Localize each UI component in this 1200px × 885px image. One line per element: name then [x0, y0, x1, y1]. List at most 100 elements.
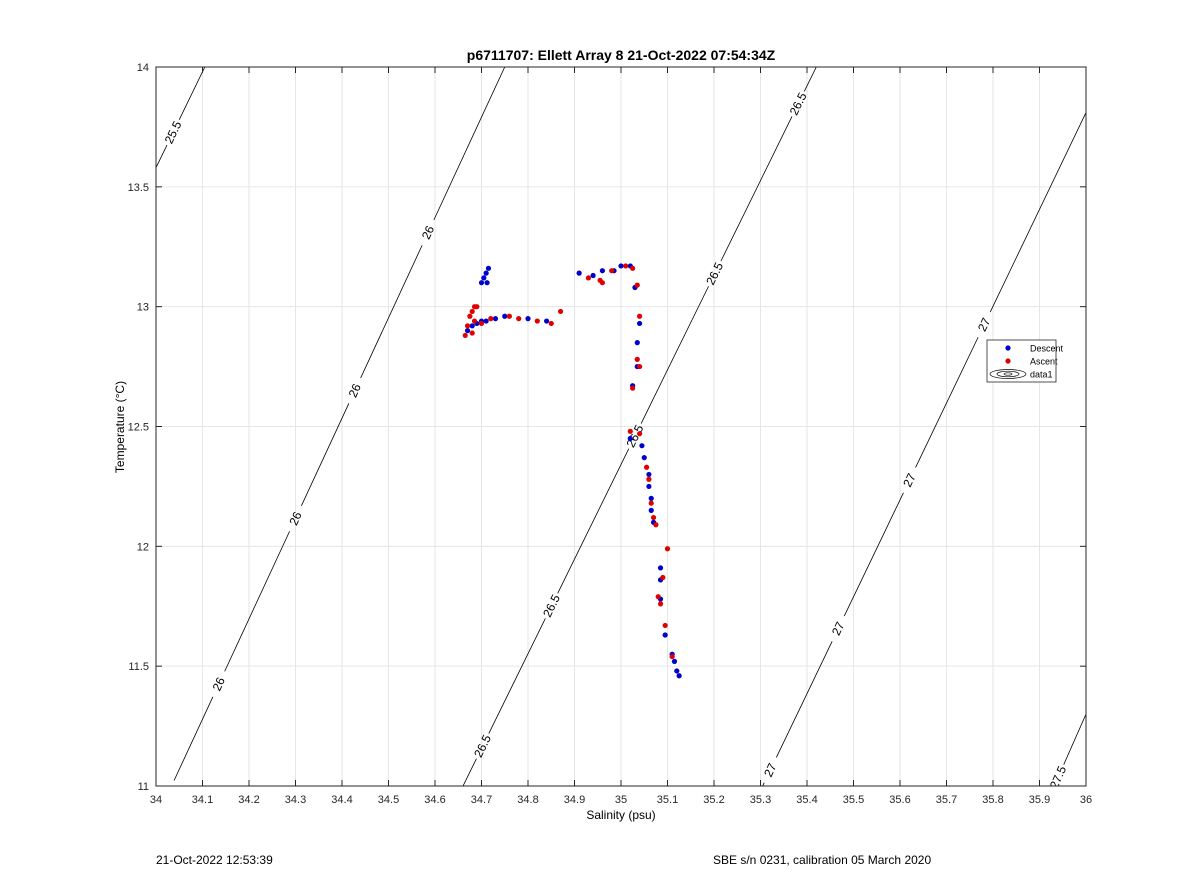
contour-26.5: 26.526.526.526.526.5: [462, 67, 817, 786]
data-point: [585, 275, 592, 281]
legend-contour-icon-core: [1003, 372, 1013, 376]
data-point: [525, 316, 531, 322]
contour-label: 27: [761, 761, 780, 779]
contour-label: 25.5: [162, 119, 185, 146]
data-point: [646, 483, 652, 490]
contour-27: 27 27 27 27: [761, 112, 1086, 786]
y-tick-label: 11.5: [128, 661, 149, 673]
data-point: [469, 323, 475, 329]
contour-segment: [224, 531, 290, 672]
data-point: [664, 546, 671, 552]
x-tick-label: 35.6: [889, 794, 910, 806]
data-point: [599, 268, 606, 274]
data-point: [637, 431, 643, 437]
legend: Descent Ascent data1: [986, 339, 1064, 383]
data-point: [662, 632, 668, 638]
x-tick-label: 36: [1080, 794, 1092, 806]
data-point: [623, 263, 629, 269]
contour-label: 26: [346, 381, 364, 399]
contour-segment: [1063, 713, 1086, 765]
data-point: [534, 318, 540, 324]
y-tick-label: 13: [137, 302, 149, 314]
legend-label: data1: [1030, 370, 1053, 380]
data-point: [609, 268, 615, 274]
data-point: [669, 653, 675, 660]
contour-segment: [915, 337, 979, 468]
contour-label: 26: [286, 509, 304, 527]
data-point: [506, 313, 512, 319]
data-point: [648, 495, 654, 501]
contour-label: 27.5: [1047, 764, 1069, 791]
data-point: [657, 565, 664, 571]
data-point: [655, 594, 661, 600]
x-tick-label: 34.6: [424, 794, 445, 806]
contour-label: 27: [900, 471, 919, 489]
contour-25.5: 25.5: [156, 67, 206, 168]
contour-segment: [557, 448, 630, 594]
contour-label: 26.5: [787, 90, 810, 117]
legend-label: Ascent: [1030, 357, 1058, 367]
contour-segment: [640, 286, 709, 424]
data-point: [662, 622, 668, 629]
contour-segment: [178, 67, 206, 121]
data-point: [469, 330, 475, 336]
contour-label: 26.5: [471, 732, 494, 759]
legend-contour-icon: [989, 369, 1027, 379]
x-tick-label: 35.8: [982, 794, 1003, 806]
data-point: [676, 673, 682, 679]
contour-label: 26.5: [703, 260, 726, 287]
contour-segment: [843, 492, 904, 617]
y-tick-label: 12: [137, 541, 149, 553]
x-tick-label: 34.5: [378, 794, 399, 806]
x-tick-label: 35.9: [1029, 794, 1050, 806]
data-point: [627, 435, 633, 442]
data-point: [650, 514, 657, 521]
data-point: [464, 328, 471, 334]
x-tick-label: 34.4: [331, 794, 352, 806]
contour-segment: [433, 67, 506, 221]
data-point: [671, 658, 678, 664]
data-point: [634, 340, 640, 346]
data-point: [641, 455, 647, 461]
data-point: [657, 601, 664, 607]
series-descent: [464, 263, 682, 679]
data-point: [648, 507, 654, 513]
data-point: [653, 522, 659, 528]
timestamp-footer: 21-Oct-2022 12:53:39: [156, 853, 273, 867]
series-ascent: [462, 263, 675, 660]
x-tick-label: 35.1: [657, 794, 678, 806]
data-point: [646, 471, 652, 478]
x-tick-label: 34.2: [238, 794, 259, 806]
data-point: [483, 318, 489, 324]
data-point: [639, 443, 645, 449]
contour-segment: [803, 67, 817, 92]
legend-marker: [1005, 345, 1011, 351]
y-tick-label: 12.5: [128, 422, 149, 434]
data-point: [516, 316, 522, 322]
x-tick-label: 34.3: [285, 794, 306, 806]
data-point: [464, 323, 471, 329]
data-point: [478, 320, 485, 327]
x-tick-label: 34.8: [517, 794, 538, 806]
x-tick-label: 34: [150, 794, 162, 806]
contour-segment: [156, 144, 168, 168]
data-point: [637, 313, 643, 319]
x-tick-label: 34.7: [471, 794, 492, 806]
data-point: [637, 320, 643, 327]
legend-marker: [1005, 358, 1011, 364]
contour-segment: [488, 618, 546, 734]
data-point: [544, 318, 550, 324]
data-point: [469, 308, 475, 315]
x-axis-label: Salinity (psu): [586, 808, 655, 822]
contour-label: 26: [210, 675, 228, 693]
grid: [155, 66, 1087, 787]
data-point: [481, 275, 487, 281]
contour-segment: [462, 758, 477, 786]
y-tick-label: 14: [137, 62, 149, 74]
data-point: [474, 304, 480, 310]
contour-segment: [156, 806, 162, 820]
data-point: [471, 318, 478, 324]
data-point: [599, 280, 606, 286]
